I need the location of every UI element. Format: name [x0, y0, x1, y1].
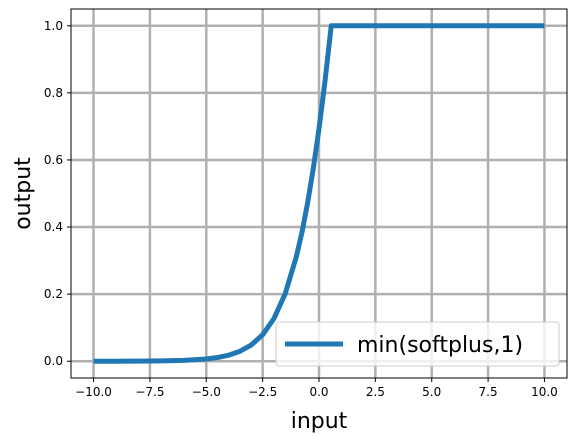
legend: min(softplus,1) — [275, 321, 560, 367]
x-tick-label: 2.5 — [366, 385, 385, 399]
series-layer — [93, 23, 545, 364]
grid — [71, 9, 567, 378]
legend-box — [275, 321, 560, 367]
x-tick-label: 0.0 — [309, 385, 328, 399]
y-tick-label: 0.2 — [44, 287, 63, 301]
y-tick-label: 0.4 — [44, 220, 63, 234]
x-tick-label: 10.0 — [531, 385, 558, 399]
legend-entry-label: min(softplus,1) — [357, 333, 523, 358]
ticks: −10.0 −7.5 −5.0 −2.5 0.0 2.5 5.0 7.5 10.0 0.0 0.2 0… — [44, 19, 558, 399]
x-tick-label: 7.5 — [479, 385, 498, 399]
x-tick-label: −7.5 — [135, 385, 164, 399]
x-tick-label: 5.0 — [422, 385, 441, 399]
x-tick-label: −10.0 — [75, 385, 112, 399]
x-axis-label: input — [291, 409, 348, 434]
series-line — [93, 23, 545, 364]
y-tick-label: 0.0 — [44, 354, 63, 368]
y-axis-label: output — [11, 157, 36, 230]
y-tick-label: 0.6 — [44, 153, 63, 167]
y-tick-label: 0.8 — [44, 86, 63, 100]
y-tick-label: 1.0 — [44, 19, 63, 33]
x-tick-label: −5.0 — [192, 385, 221, 399]
x-tick-label: −2.5 — [248, 385, 277, 399]
